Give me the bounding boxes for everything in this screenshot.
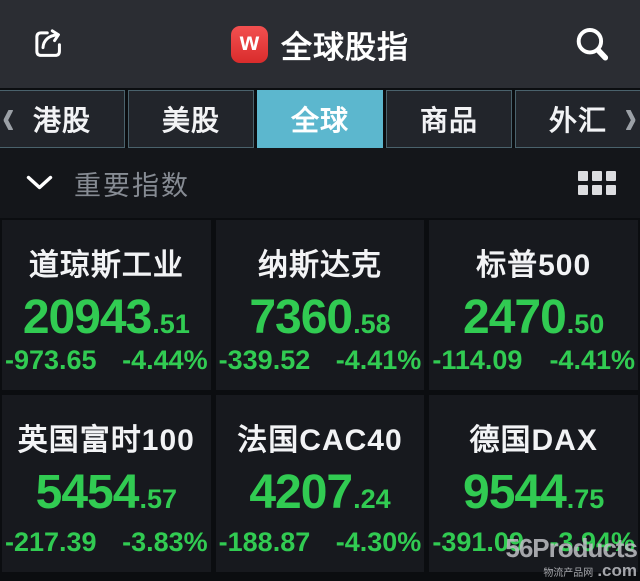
tab-label: 全球	[290, 105, 349, 136]
share-icon	[28, 24, 68, 64]
collapse-section-button[interactable]	[24, 168, 54, 198]
tab-us-stocks[interactable]: 美股	[128, 90, 254, 148]
price-decimal: .51	[152, 309, 190, 339]
price-integer: 7360	[249, 291, 353, 344]
index-card-nasdaq[interactable]: 纳斯达克 7360 .58 -339.52 -4.41%	[215, 220, 425, 390]
change-percent: -4.41%	[549, 345, 635, 375]
tab-forex[interactable]: 外汇 ›	[515, 90, 640, 148]
index-name: 道琼斯工业	[28, 249, 184, 282]
change-value: -339.52	[218, 345, 311, 375]
price-integer: 2470	[463, 291, 567, 344]
index-name: 英国富时100	[17, 424, 195, 457]
search-button[interactable]	[570, 22, 614, 66]
index-change-row: -391.09 -3.94%	[429, 527, 638, 558]
top-bar	[0, 0, 640, 88]
price-decimal: .50	[566, 309, 605, 339]
index-name: 法国CAC40	[237, 424, 403, 457]
index-price: 2470 .50	[463, 290, 604, 345]
grid-view-icon[interactable]	[578, 171, 616, 195]
index-price: 7360 .58	[249, 290, 390, 345]
change-percent: -3.83%	[122, 527, 208, 557]
index-change-row: -217.39 -3.83%	[2, 527, 211, 558]
index-card-ftse100[interactable]: 英国富时100 5454 .57 -217.39 -3.83%	[2, 395, 211, 572]
change-value: -391.09	[432, 527, 524, 557]
change-value: -188.87	[218, 527, 311, 557]
index-card-sp500[interactable]: 标普500 2470 .50 -114.09 -4.41%	[429, 220, 638, 390]
tab-global[interactable]: 全球	[257, 90, 383, 148]
section-title: 重要指数	[74, 170, 190, 201]
index-name: 标普500	[476, 249, 592, 282]
tab-commodities[interactable]: 商品	[386, 90, 512, 148]
scroll-left-icon[interactable]: ‹	[2, 89, 16, 146]
price-integer: 20943	[22, 291, 152, 344]
index-card-cac40[interactable]: 法国CAC40 4207 .24 -188.87 -4.30%	[215, 395, 425, 572]
price-decimal: .24	[353, 484, 391, 514]
tab-label: 港股	[32, 105, 91, 136]
change-percent: -4.41%	[335, 345, 422, 375]
price-decimal: .58	[353, 309, 391, 339]
tab-label: 外汇	[548, 105, 607, 136]
change-value: -114.09	[432, 345, 523, 375]
section-header: 重要指数	[0, 148, 640, 218]
chevron-down-icon	[26, 175, 52, 190]
index-price: 5454 .57	[36, 465, 177, 520]
index-card-dow-jones[interactable]: 道琼斯工业 20943 .51 -973.65 -4.44%	[2, 220, 211, 390]
index-change-row: -188.87 -4.30%	[216, 527, 425, 558]
share-button[interactable]	[26, 22, 70, 66]
price-integer: 9544	[463, 466, 567, 519]
index-change-row: -339.52 -4.41%	[216, 345, 425, 376]
change-percent: -4.44%	[122, 345, 208, 375]
index-price: 9544 .75	[463, 465, 604, 520]
price-decimal: .57	[139, 484, 177, 514]
change-percent: -4.30%	[335, 527, 422, 557]
market-tabbar: ‹ 港股 美股 全球 商品 外汇 ›	[0, 88, 640, 148]
price-decimal: .75	[566, 484, 605, 514]
index-name: 德国DAX	[469, 424, 598, 457]
index-name: 纳斯达克	[257, 249, 382, 282]
index-card-dax[interactable]: 德国DAX 9544 .75 -391.09 -3.94%	[429, 395, 638, 572]
change-percent: -3.94%	[549, 527, 635, 557]
index-card-grid: 道琼斯工业 20943 .51 -973.65 -4.44% 纳斯达克 7360…	[0, 218, 640, 572]
tab-hk-stocks[interactable]: ‹ 港股	[0, 90, 125, 148]
index-change-row: -973.65 -4.44%	[2, 345, 211, 376]
price-integer: 4207	[249, 466, 353, 519]
change-value: -973.65	[5, 345, 97, 375]
tab-label: 商品	[419, 105, 478, 136]
index-change-row: -114.09 -4.41%	[429, 345, 638, 376]
scroll-right-icon[interactable]: ›	[624, 89, 638, 146]
search-icon	[571, 23, 613, 65]
price-integer: 5454	[35, 466, 140, 519]
index-price: 4207 .24	[249, 465, 390, 520]
index-price: 20943 .51	[23, 290, 190, 345]
change-value: -217.39	[5, 527, 97, 557]
tab-label: 美股	[161, 105, 220, 136]
